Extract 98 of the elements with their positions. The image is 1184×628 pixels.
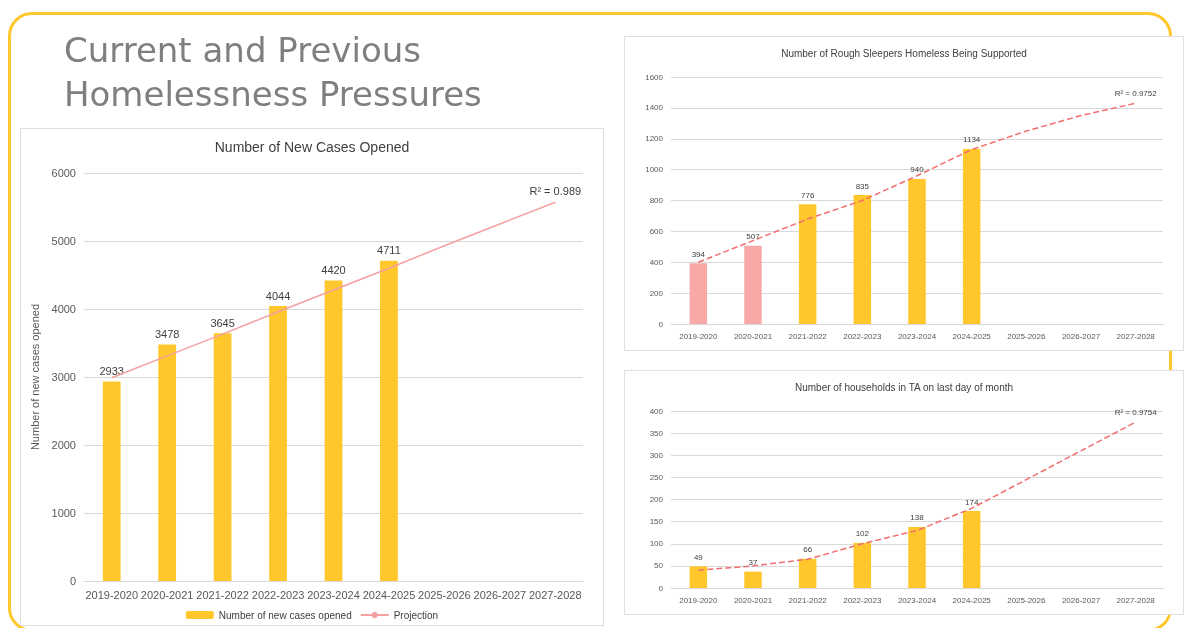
data-label: 4420	[321, 263, 346, 276]
bar	[213, 333, 232, 581]
bar	[689, 566, 708, 588]
data-label: 3645	[210, 316, 235, 329]
x-tick-label: 2019-2020	[85, 588, 139, 601]
bar	[798, 558, 817, 588]
data-label: 4711	[377, 244, 401, 257]
y-tick-label: 1400	[645, 103, 664, 113]
data-label: 2933	[99, 365, 124, 378]
annotation: R² = 0.9752	[1114, 88, 1158, 98]
data-label: 4044	[265, 289, 291, 302]
x-tick-label: 2022-2023	[843, 331, 883, 341]
x-tick-label: 2026-2027	[473, 588, 527, 601]
annotation: R² = 0.989	[529, 184, 582, 197]
y-tick-label: 400	[649, 257, 664, 267]
y-tick-label: 250	[649, 472, 664, 482]
data-label: 835	[855, 181, 870, 191]
y-tick-label: 5000	[51, 235, 76, 247]
data-label: 138	[910, 513, 925, 523]
y-tick-label: 6000	[51, 167, 76, 179]
y-tick-label: 3000	[51, 371, 76, 383]
data-label: 174	[964, 497, 979, 507]
x-tick-label: 2021-2022	[196, 588, 249, 601]
chart-title: Number of Rough Sleepers Homeless Being Supported	[781, 47, 1027, 59]
bar	[744, 571, 762, 588]
bar	[269, 306, 287, 581]
bar	[324, 280, 343, 581]
x-tick-label: 2026-2027	[1061, 331, 1101, 341]
x-tick-label: 2027-2028	[1116, 331, 1156, 341]
x-tick-label: 2019-2020	[679, 595, 719, 605]
y-tick-label: 1600	[645, 72, 664, 82]
y-tick-label: 0	[658, 319, 664, 329]
legend-label: Number of new cases opened	[218, 609, 352, 621]
x-tick-label: 2020-2021	[140, 588, 194, 601]
chart-title: Number of households in TA on last day of month	[794, 381, 1014, 393]
y-tick-label: 50	[654, 561, 664, 571]
data-label: 940	[910, 165, 925, 175]
bar	[689, 263, 708, 324]
annotation: R² = 0.9754	[1114, 407, 1158, 417]
bar	[158, 344, 177, 581]
data-label: 102	[855, 529, 870, 539]
y-tick-label: 4000	[51, 303, 76, 315]
chart-title: Number of New Cases Opened	[214, 139, 410, 155]
y-tick-label: 800	[649, 196, 664, 205]
x-tick-label: 2020-2021	[733, 331, 773, 341]
y-tick-label: 350	[649, 428, 664, 438]
data-label: 507	[746, 232, 761, 242]
y-tick-label: 1000	[51, 507, 76, 519]
x-tick-label: 2023-2024	[307, 588, 360, 601]
data-label: 66	[803, 545, 813, 555]
bar	[908, 526, 926, 588]
y-tick-label: 200	[649, 288, 664, 298]
y-tick-label: 150	[649, 517, 664, 527]
bar	[744, 245, 762, 324]
y-tick-label: 2000	[51, 439, 76, 451]
x-tick-label: 2022-2023	[251, 588, 305, 601]
bar	[102, 381, 121, 581]
x-tick-label: 2025-2026	[1007, 595, 1047, 605]
y-tick-label: 400	[649, 406, 664, 416]
y-tick-label: 1200	[645, 134, 664, 144]
x-tick-label: 2021-2022	[788, 331, 828, 341]
x-tick-label: 2022-2023	[843, 595, 883, 605]
bar	[798, 204, 817, 324]
x-tick-label: 2025-2026	[418, 588, 471, 601]
bar	[380, 260, 398, 581]
bar	[853, 195, 872, 324]
data-label: 3478	[154, 328, 180, 340]
y-tick-label: 0	[658, 583, 664, 593]
x-tick-label: 2027-2028	[528, 588, 582, 601]
y-tick-label: 600	[649, 226, 664, 236]
y-tick-label: 300	[649, 450, 664, 460]
x-tick-label: 2023-2024	[897, 331, 937, 341]
x-tick-label: 2025-2026	[1007, 331, 1047, 341]
data-label: 49	[693, 552, 704, 562]
x-tick-label: 2026-2027	[1061, 595, 1101, 605]
bar	[962, 511, 981, 588]
x-tick-label: 2019-2020	[679, 331, 719, 341]
y-tick-label: 0	[69, 575, 76, 587]
legend-label: Projection	[393, 609, 439, 621]
y-axis-title: Number of new cases opened	[28, 303, 41, 451]
data-label: 1134	[963, 135, 981, 145]
data-label: 37	[748, 558, 758, 568]
bar	[853, 542, 872, 588]
x-tick-label: 2027-2028	[1116, 595, 1156, 605]
y-tick-label: 200	[649, 495, 664, 504]
bar	[962, 148, 981, 324]
x-tick-label: 2021-2022	[788, 595, 828, 605]
x-tick-label: 2024-2025	[362, 588, 416, 601]
x-tick-label: 2023-2024	[897, 595, 937, 605]
x-tick-label: 2024-2025	[952, 595, 992, 605]
y-tick-label: 100	[649, 539, 664, 549]
bar	[908, 178, 926, 324]
data-label: 394	[691, 249, 706, 259]
data-label: 776	[800, 190, 815, 200]
x-tick-label: 2024-2025	[952, 331, 992, 341]
text: Current and Previous Homelessness Pressures	[64, 29, 483, 116]
y-tick-label: 1000	[645, 165, 664, 175]
x-tick-label: 2020-2021	[733, 595, 773, 605]
